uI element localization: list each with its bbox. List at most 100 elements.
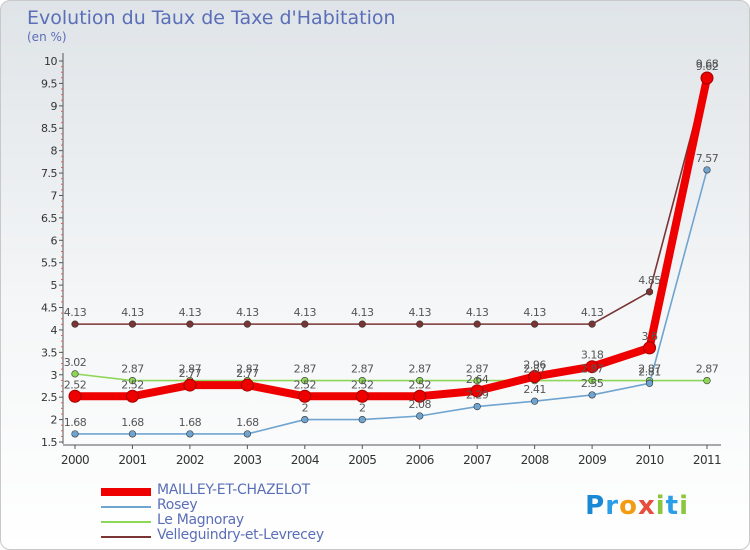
y-tick-label: 8 bbox=[51, 145, 58, 158]
data-label: 2.41 bbox=[523, 383, 546, 396]
data-label: 2.87 bbox=[466, 363, 489, 376]
data-label: 2.87 bbox=[581, 363, 604, 376]
data-label: 4.13 bbox=[121, 306, 144, 319]
data-point bbox=[645, 379, 654, 387]
data-point bbox=[301, 376, 309, 385]
data-labels-layer: 2.52 2.52 2.77 2.77 2.52 2.52 2.52 2.64 2.96 3.18… bbox=[64, 57, 719, 429]
chart-title: Evolution du Taux de Taxe d'Habitation bbox=[27, 7, 396, 29]
data-label: 2.52 bbox=[121, 378, 144, 391]
y-tick-label: 6.5 bbox=[41, 212, 57, 225]
data-point bbox=[243, 320, 251, 328]
data-point bbox=[71, 320, 79, 328]
data-label: 4.13 bbox=[236, 306, 259, 319]
data-point bbox=[588, 320, 596, 328]
y-axis-unit-label: (en %) bbox=[27, 30, 67, 44]
data-point bbox=[301, 320, 309, 328]
data-point bbox=[183, 378, 197, 392]
data-label: 9.68 bbox=[696, 57, 719, 70]
x-tick-label: 2002 bbox=[176, 453, 204, 467]
y-tick-label: 1.5 bbox=[41, 436, 57, 449]
data-point bbox=[585, 360, 599, 374]
data-label: 2.87 bbox=[294, 363, 317, 376]
data-label: 2.87 bbox=[351, 363, 374, 376]
data-label: 2.52 bbox=[408, 378, 431, 391]
y-tick-label: 7 bbox=[51, 189, 58, 202]
data-point bbox=[703, 166, 711, 174]
data-label: 7.57 bbox=[696, 152, 719, 165]
x-tick-label: 2005 bbox=[348, 453, 376, 467]
data-point bbox=[588, 376, 596, 385]
data-point bbox=[531, 320, 539, 328]
data-label: 1.68 bbox=[179, 416, 202, 429]
data-point bbox=[128, 376, 137, 385]
data-point bbox=[301, 415, 309, 424]
data-point bbox=[355, 389, 369, 403]
data-point bbox=[186, 320, 194, 328]
data-point bbox=[645, 288, 654, 296]
data-label: 2 bbox=[302, 402, 309, 415]
legend-label: Velleguindry-et-Levrecey bbox=[157, 527, 324, 543]
legend-swatch bbox=[101, 488, 151, 496]
y-tick-label: 9.5 bbox=[41, 77, 57, 90]
x-tick-label: 2011 bbox=[693, 453, 721, 467]
data-point bbox=[473, 320, 481, 328]
data-label: 1.68 bbox=[121, 416, 144, 429]
x-tick-label: 2009 bbox=[578, 453, 606, 467]
x-tick-label: 2007 bbox=[463, 453, 491, 467]
y-tick-label: 10 bbox=[44, 55, 57, 68]
data-label: 4.13 bbox=[64, 306, 87, 319]
y-tick-label: 3.5 bbox=[41, 346, 57, 359]
data-point bbox=[358, 376, 366, 385]
data-label: 3.02 bbox=[64, 356, 87, 369]
data-label: 2.87 bbox=[638, 363, 661, 376]
data-label: 2.87 bbox=[179, 363, 202, 376]
legend-swatch bbox=[101, 521, 151, 523]
data-point bbox=[358, 415, 366, 424]
data-label: 2.87 bbox=[236, 363, 259, 376]
data-label: 1.68 bbox=[236, 416, 259, 429]
data-label: 2.81 bbox=[638, 365, 661, 378]
data-point bbox=[588, 391, 596, 399]
data-point bbox=[128, 320, 137, 328]
proxiti-logo: Proxiti bbox=[585, 491, 689, 521]
data-label: 4.85 bbox=[638, 274, 661, 287]
y-tick-label: 4 bbox=[51, 324, 58, 337]
data-label: 4.13 bbox=[581, 306, 604, 319]
y-tick-label: 2.5 bbox=[41, 391, 57, 404]
data-label: 4.13 bbox=[179, 306, 202, 319]
data-label: 2.52 bbox=[294, 378, 317, 391]
data-label: 3.18 bbox=[581, 349, 604, 362]
data-label: 4.13 bbox=[351, 306, 374, 319]
data-point bbox=[416, 320, 424, 328]
data-label: 2 bbox=[359, 402, 366, 415]
y-tick-label: 6 bbox=[51, 234, 58, 247]
x-tick-label: 2008 bbox=[521, 453, 549, 467]
data-point bbox=[531, 397, 539, 405]
data-label: 2.52 bbox=[64, 378, 87, 391]
legend-label: Le Magnoray bbox=[157, 512, 244, 528]
data-point bbox=[473, 376, 481, 385]
data-point bbox=[128, 430, 137, 438]
data-point bbox=[71, 370, 79, 378]
data-point bbox=[358, 320, 366, 328]
series-line-0 bbox=[71, 74, 711, 401]
y-tick-label: 7.5 bbox=[41, 167, 57, 180]
data-point bbox=[240, 378, 254, 392]
data-label: 1.68 bbox=[64, 416, 87, 429]
data-point bbox=[416, 412, 424, 420]
legend-swatch bbox=[101, 506, 151, 508]
data-point bbox=[68, 389, 82, 403]
data-point bbox=[700, 71, 714, 85]
data-label: 2.64 bbox=[466, 373, 489, 386]
data-label: 2.29 bbox=[466, 389, 489, 402]
series-line-3 bbox=[74, 74, 708, 325]
data-label: 2.87 bbox=[408, 363, 431, 376]
data-point bbox=[413, 389, 427, 403]
data-label: 2.87 bbox=[523, 363, 546, 376]
x-tick-label: 2000 bbox=[61, 453, 89, 467]
data-label: 9.62 bbox=[696, 60, 719, 73]
x-tick-label: 2006 bbox=[406, 453, 434, 467]
data-point bbox=[298, 389, 312, 403]
data-point bbox=[71, 430, 79, 438]
